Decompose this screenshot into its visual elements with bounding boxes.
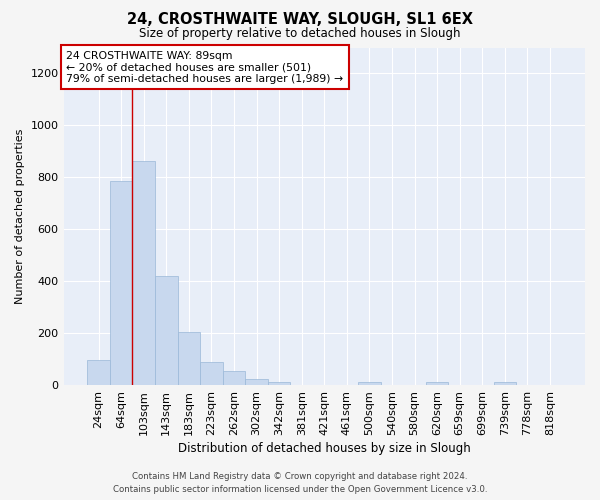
Bar xyxy=(223,371,245,385)
Bar xyxy=(200,362,223,385)
Text: Size of property relative to detached houses in Slough: Size of property relative to detached ho… xyxy=(139,28,461,40)
Text: 24, CROSTHWAITE WAY, SLOUGH, SL1 6EX: 24, CROSTHWAITE WAY, SLOUGH, SL1 6EX xyxy=(127,12,473,28)
Bar xyxy=(426,382,448,385)
Bar xyxy=(87,360,110,385)
Bar xyxy=(358,382,381,385)
Bar xyxy=(133,161,155,385)
X-axis label: Distribution of detached houses by size in Slough: Distribution of detached houses by size … xyxy=(178,442,470,455)
Bar xyxy=(110,181,133,385)
Text: Contains HM Land Registry data © Crown copyright and database right 2024.
Contai: Contains HM Land Registry data © Crown c… xyxy=(113,472,487,494)
Bar xyxy=(155,276,178,385)
Bar xyxy=(494,382,516,385)
Bar xyxy=(268,382,290,385)
Bar xyxy=(178,332,200,385)
Text: 24 CROSTHWAITE WAY: 89sqm
← 20% of detached houses are smaller (501)
79% of semi: 24 CROSTHWAITE WAY: 89sqm ← 20% of detac… xyxy=(66,51,343,84)
Y-axis label: Number of detached properties: Number of detached properties xyxy=(15,128,25,304)
Bar xyxy=(245,380,268,385)
